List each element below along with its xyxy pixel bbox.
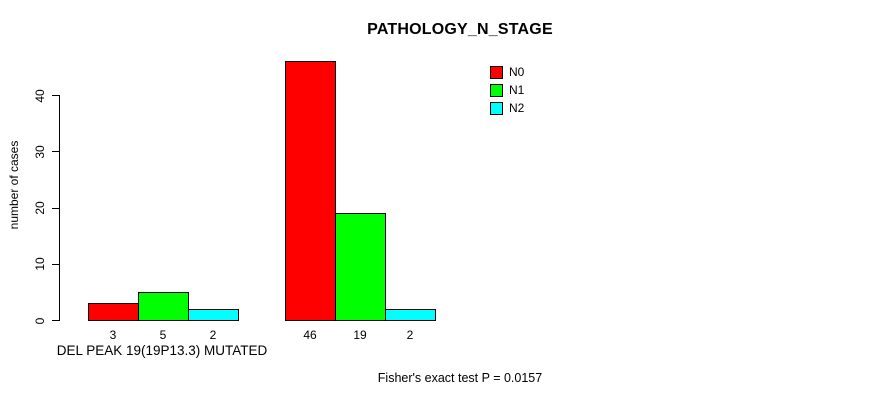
- y-tick: [52, 207, 59, 209]
- bar-n0-group2: [285, 61, 336, 321]
- bar-value-label: 2: [209, 328, 217, 342]
- y-axis: [59, 95, 60, 321]
- legend-swatch-n0: [490, 66, 503, 79]
- y-tick: [52, 320, 59, 321]
- y-tick-label: 20: [33, 201, 47, 215]
- legend-label-n2: N2: [509, 100, 525, 115]
- fisher-test-annotation: Fisher's exact test P = 0.0157: [377, 371, 543, 385]
- legend-swatch-n1: [490, 83, 503, 97]
- x-axis-label: DEL PEAK 19(19P13.3) MUTATED: [56, 343, 268, 358]
- y-tick: [52, 95, 59, 96]
- y-tick-label: 0: [33, 317, 47, 324]
- bar-value-label: 2: [406, 328, 414, 342]
- bar-n1-group2: [335, 213, 386, 321]
- bar-value-label: 46: [303, 328, 317, 342]
- bar-value-label: 19: [353, 328, 367, 342]
- bar-n0-group1: [88, 303, 139, 321]
- y-tick-label: 30: [33, 145, 47, 159]
- y-tick-label: 10: [33, 257, 47, 271]
- y-tick-label: 40: [33, 88, 47, 103]
- legend-swatch-n2: [490, 101, 503, 115]
- y-axis-title: number of cases: [7, 140, 21, 230]
- bar-value-label: 5: [159, 328, 167, 342]
- legend-label-n1: N1: [509, 82, 525, 97]
- bar-n2-group2: [385, 308, 436, 321]
- bar-value-label: 3: [109, 328, 117, 342]
- bar-n1-group1: [138, 291, 189, 321]
- y-tick: [52, 151, 59, 153]
- bar-n2-group1: [188, 308, 239, 321]
- y-tick: [52, 263, 59, 265]
- chart-title: PATHOLOGY_N_STAGE: [367, 21, 553, 38]
- legend-label-n0: N0: [509, 65, 525, 79]
